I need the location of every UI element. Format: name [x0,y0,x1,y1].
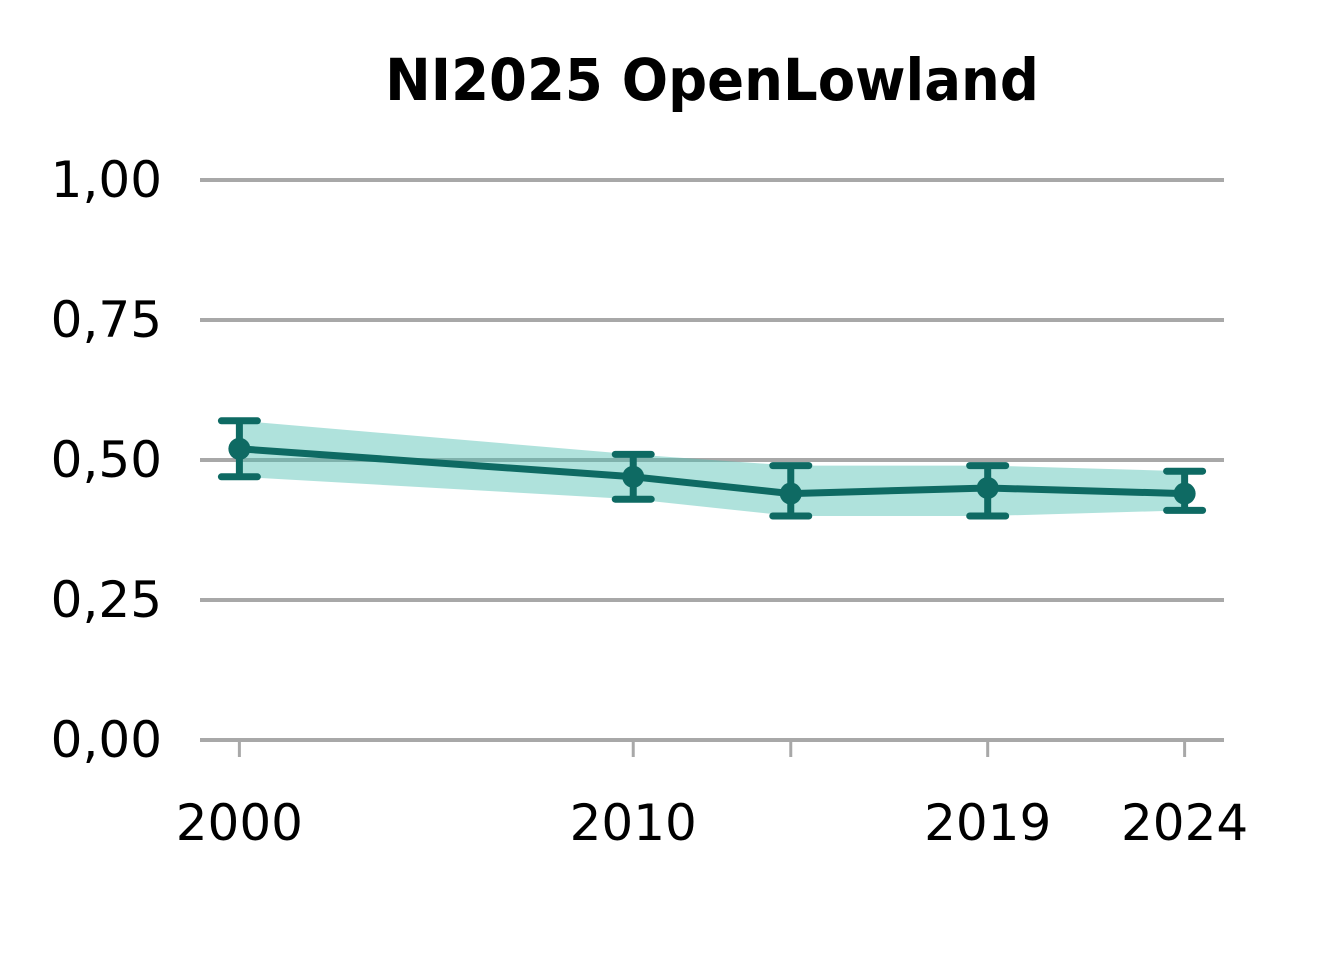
confidence-band [239,420,1185,516]
data-point [622,465,645,488]
y-tick-label: 0,00 [51,711,162,769]
data-point [976,477,999,499]
data-point [1173,482,1196,505]
x-tick-label: 2010 [570,794,697,852]
y-tick-label: 0,50 [51,431,162,489]
x-tick-label: 2024 [1121,794,1248,852]
y-tick-label: 1,00 [51,151,162,209]
data-point [228,437,251,460]
x-tick-label: 2000 [176,794,303,852]
y-tick-label: 0,25 [51,571,162,629]
chart-title: NI2025 OpenLowland [385,46,1039,114]
data-point [779,482,802,505]
y-tick-label: 0,75 [51,291,162,349]
x-tick-label: 2019 [924,794,1051,852]
